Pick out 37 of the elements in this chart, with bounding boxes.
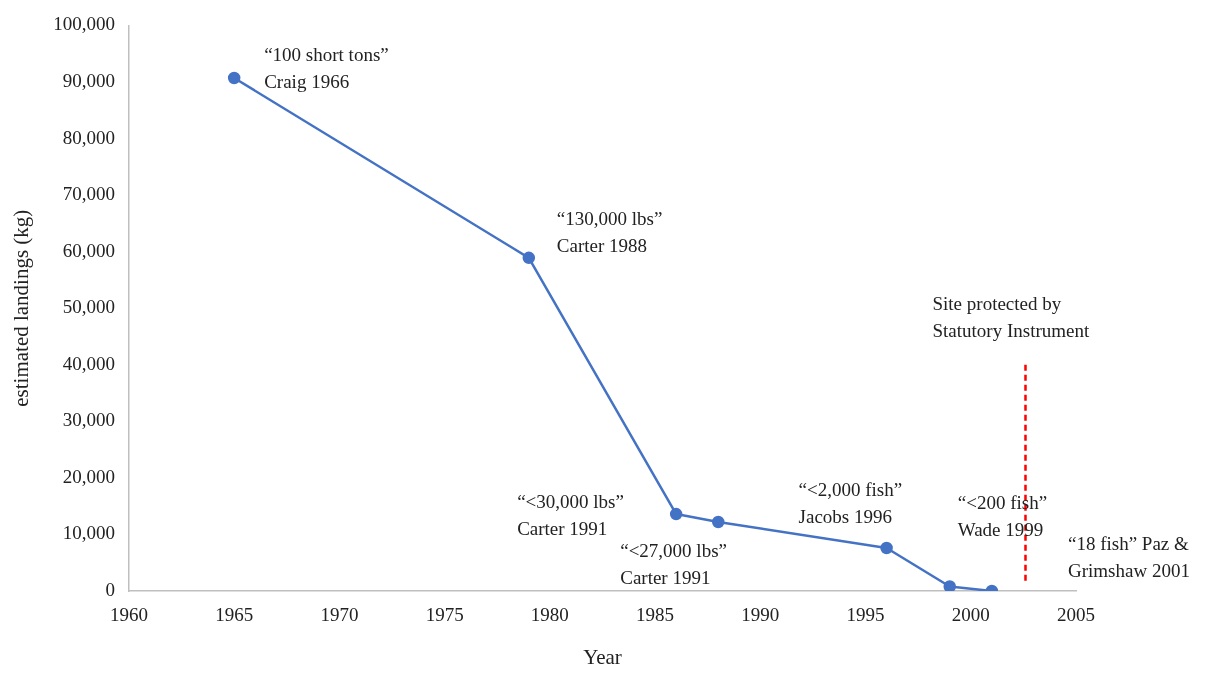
- y-axis-title: estimated landings (kg): [9, 209, 34, 407]
- annotation: “130,000 lbs” Carter 1988: [556, 207, 663, 256]
- x-axis-title: Year: [583, 644, 622, 669]
- annotation: “<30,000 lbs” Carter 1991: [517, 491, 624, 540]
- y-tick-label: 50,000: [62, 296, 115, 318]
- x-tick-label: 2005: [1057, 604, 1095, 626]
- x-tick-label: 1980: [530, 604, 569, 626]
- point: [880, 541, 893, 555]
- y-tick-label: 90,000: [62, 69, 115, 91]
- point: [711, 515, 725, 529]
- y-tick-label: 40,000: [62, 352, 115, 374]
- y-tick-label: 100,000: [53, 13, 115, 35]
- x-tick-label: 1995: [846, 604, 885, 626]
- y-tick-label: 70,000: [62, 183, 115, 205]
- annotation: “<27,000 lbs” Carter 1991: [620, 539, 727, 588]
- x-tick-label: 1975: [425, 604, 464, 626]
- ref-line-label: Site protected by Statutory Instrument: [932, 292, 1090, 341]
- y-tick-label: 60,000: [62, 239, 115, 261]
- x-tick-label: 1985: [636, 604, 675, 626]
- annotation: “<2,000 fish” Jacobs 1996: [798, 479, 903, 527]
- y-tick-label: 80,000: [62, 126, 115, 148]
- annotation: “<200 fish” Wade 1999: [957, 492, 1048, 541]
- y-tick-label: 20,000: [62, 465, 115, 487]
- point: [669, 507, 683, 521]
- point: [227, 71, 241, 85]
- y-tick-label: 30,000: [62, 409, 115, 431]
- x-tick-label: 2000: [951, 604, 990, 626]
- annotation: “100 short tons” Craig 1966: [264, 43, 389, 92]
- x-tick-label: 1965: [215, 604, 254, 626]
- x-tick-label: 1960: [109, 604, 148, 626]
- annotation: “18 fish” Paz & Grimshaw 2001: [1068, 532, 1190, 581]
- point: [943, 580, 956, 591]
- y-tick-label: 10,000: [62, 522, 115, 544]
- x-tick-label: 1990: [741, 604, 780, 626]
- y-tick-label: 0: [105, 578, 115, 600]
- point: [522, 251, 536, 265]
- x-tick-label: 1970: [320, 604, 359, 626]
